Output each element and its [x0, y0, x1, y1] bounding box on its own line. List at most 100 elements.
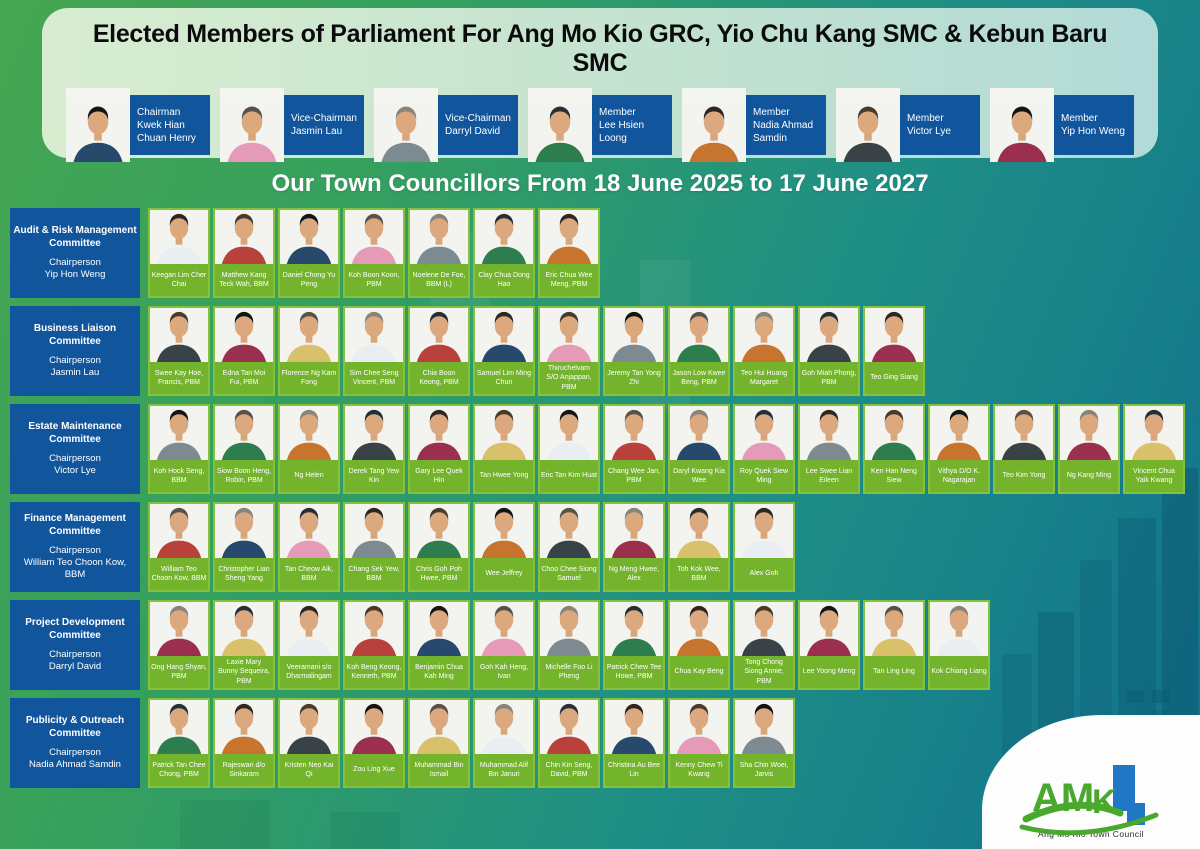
portrait-icon — [475, 602, 533, 656]
portrait-icon — [475, 210, 533, 264]
member-photo — [150, 700, 208, 754]
mp-name: Yip Hon Weng — [1061, 126, 1125, 137]
portrait-icon — [215, 700, 273, 754]
chairperson-name: Darryl David — [48, 661, 102, 672]
poster-title: Elected Members of Parliament For Ang Mo… — [92, 20, 1108, 77]
member-photo — [410, 602, 468, 656]
chairperson-name: Victor Lye — [54, 465, 96, 476]
member-card: Sha Chin Woei, Jarvis — [733, 698, 795, 788]
mp-role: Chairman — [137, 106, 181, 118]
member-photo — [345, 504, 403, 558]
portrait-icon — [670, 602, 728, 656]
member-name: Chris Goh Poh Hwee, PBM — [410, 558, 468, 590]
portrait-icon — [215, 602, 273, 656]
member-name: Matthew Kang Teck Wah, BBM — [215, 264, 273, 296]
member-cards: Patrick Tan Chee Chong, PBM Rajeswari d/… — [148, 698, 795, 788]
member-photo — [865, 602, 923, 656]
portrait-icon — [930, 602, 988, 656]
member-card: Benjamin Chua Kah Ming — [408, 600, 470, 690]
member-photo — [345, 210, 403, 264]
member-name: Vincent Chua Yaik Kwang — [1125, 460, 1183, 492]
portrait-icon — [410, 406, 468, 460]
member-card: Ng Kang Ming — [1058, 404, 1120, 494]
member-photo — [150, 210, 208, 264]
portrait-icon — [280, 602, 338, 656]
portrait-icon — [345, 406, 403, 460]
member-name: Jason Low Kwee Beng, PBM — [670, 362, 728, 394]
mp-label: Chairman Kwek Hian Chuan Henry — [130, 95, 210, 155]
portrait-icon — [1060, 406, 1118, 460]
mp-photo — [990, 88, 1054, 162]
chairperson-label: Chairperson — [49, 545, 101, 557]
member-card: Kristen Neo Kai Qi — [278, 698, 340, 788]
portrait-icon — [800, 308, 858, 362]
member-cards: Koh Hock Seng, BBM Siow Boon Heng, Robin… — [148, 404, 1185, 494]
portrait-icon — [374, 102, 438, 162]
mp-role: Member — [907, 113, 944, 124]
committee-name: Estate Maintenance Committee — [28, 421, 122, 445]
member-photo — [800, 406, 858, 460]
member-photo — [800, 602, 858, 656]
mp-role: Member — [599, 106, 636, 118]
committee-row: Finance Management Committee Chairperson… — [10, 502, 1185, 592]
member-name: Ng Kang Ming — [1060, 460, 1118, 492]
portrait-icon — [410, 700, 468, 754]
portrait-icon — [735, 308, 793, 362]
member-card: Koh Beng Keong, Kenneth, PBM — [343, 600, 405, 690]
portrait-icon — [865, 602, 923, 656]
mp-name: Jasmin Lau — [291, 126, 343, 137]
portrait-icon — [800, 406, 858, 460]
member-card: Tan Cheow Aik, BBM — [278, 502, 340, 592]
member-cards: Swee Kay Hoe, Francis, PBM Edna Tan Moi … — [148, 306, 925, 396]
chairperson-name: William Teo Choon Kow, BBM — [23, 557, 127, 580]
member-card: Daniel Chong Yu Peng — [278, 208, 340, 298]
portrait-icon — [150, 504, 208, 558]
member-photo — [475, 602, 533, 656]
member-photo — [280, 700, 338, 754]
mp-role: Vice-Chairman — [291, 113, 357, 124]
portrait-icon — [735, 700, 793, 754]
member-card: Patrick Tan Chee Chong, PBM — [148, 698, 210, 788]
member-photo — [540, 504, 598, 558]
chairperson-name: Nadia Ahmad Samdin — [29, 759, 121, 770]
member-photo — [735, 308, 793, 362]
committee-box: Audit & Risk Management Committee Chairp… — [10, 208, 140, 298]
member-card: Clay Chua Dong Hao — [473, 208, 535, 298]
committee-box: Publicity & Outreach Committee Chairpers… — [10, 698, 140, 788]
portrait-icon — [345, 504, 403, 558]
member-name: Ng Meng Hwee, Alex — [605, 558, 663, 590]
member-photo — [215, 308, 273, 362]
member-name: Jeremy Tan Yong Zhi — [605, 362, 663, 394]
member-photo — [670, 602, 728, 656]
member-cards: Keegan Lim Cher Chai Matthew Kang Teck W… — [148, 208, 600, 298]
member-name: Chang Wee Jan, PBM — [605, 460, 663, 492]
member-photo — [475, 504, 533, 558]
portrait-icon — [735, 406, 793, 460]
member-name: Muhammad Alif Bin Januri — [475, 754, 533, 786]
member-card: Noelene De Foe, BBM (L) — [408, 208, 470, 298]
portrait-icon — [605, 602, 663, 656]
member-name: Goh Kah Heng, Ivan — [475, 656, 533, 688]
member-card: Tan Ling Ling — [863, 600, 925, 690]
mp-photo — [66, 88, 130, 162]
member-photo — [345, 406, 403, 460]
member-card: Daryl Kwang Kia Wee — [668, 404, 730, 494]
member-photo — [280, 406, 338, 460]
member-card: Laxie Mary Bunny Sequeira, PBM — [213, 600, 275, 690]
portrait-icon — [345, 700, 403, 754]
member-name: Noelene De Foe, BBM (L) — [410, 264, 468, 296]
member-card: Sim Chee Seng Vincent, PBM — [343, 306, 405, 396]
member-name: Lee Yoong Meng — [800, 656, 858, 688]
member-card: Muhammad Alif Bin Januri — [473, 698, 535, 788]
member-card: Koh Hock Seng, BBM — [148, 404, 210, 494]
mp-name: Nadia Ahmad Samdin — [753, 119, 814, 144]
member-name: Chua Kay Beng — [670, 656, 728, 688]
member-card: William Teo Choon Kow, BBM — [148, 502, 210, 592]
member-card: Jeremy Tan Yong Zhi — [603, 306, 665, 396]
committee-box: Finance Management Committee Chairperson… — [10, 502, 140, 592]
member-photo — [280, 210, 338, 264]
member-name: Chia Boon Keong, PBM — [410, 362, 468, 394]
member-card: Ng Meng Hwee, Alex — [603, 502, 665, 592]
member-photo — [410, 406, 468, 460]
member-photo — [865, 308, 923, 362]
